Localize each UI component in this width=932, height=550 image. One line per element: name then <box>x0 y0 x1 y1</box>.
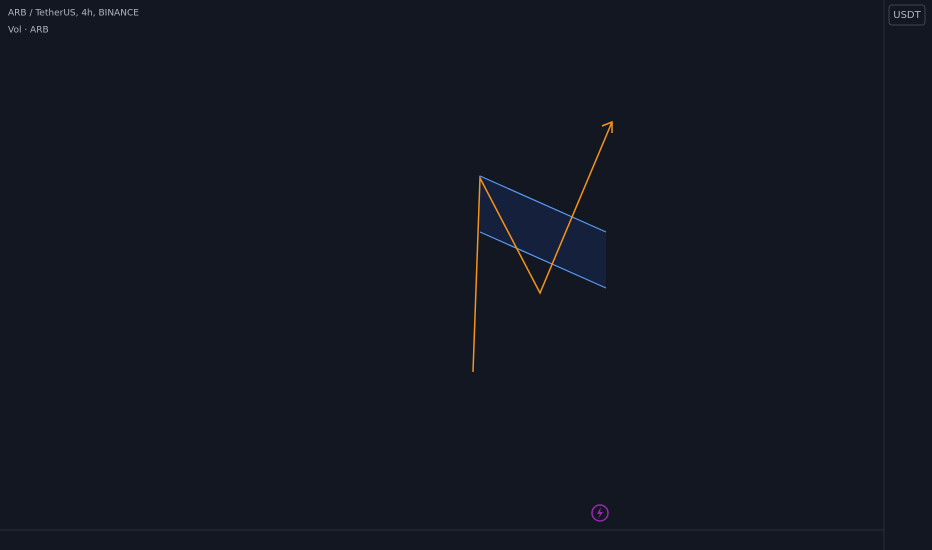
volume-title: Vol · ARB <box>8 26 49 36</box>
lightning <box>597 507 603 519</box>
price-axis <box>884 0 932 550</box>
replay-icon[interactable] <box>591 504 609 522</box>
pattern-line <box>472 121 613 373</box>
unit: USDT <box>893 10 921 21</box>
symbol-title: ARB / TetherUS, 4h, BINANCE <box>8 9 139 19</box>
channel-line <box>479 175 607 233</box>
unit-box[interactable] <box>888 4 926 26</box>
arrow-head <box>601 120 613 133</box>
channel-line <box>479 231 607 289</box>
channel-fill <box>480 176 606 288</box>
